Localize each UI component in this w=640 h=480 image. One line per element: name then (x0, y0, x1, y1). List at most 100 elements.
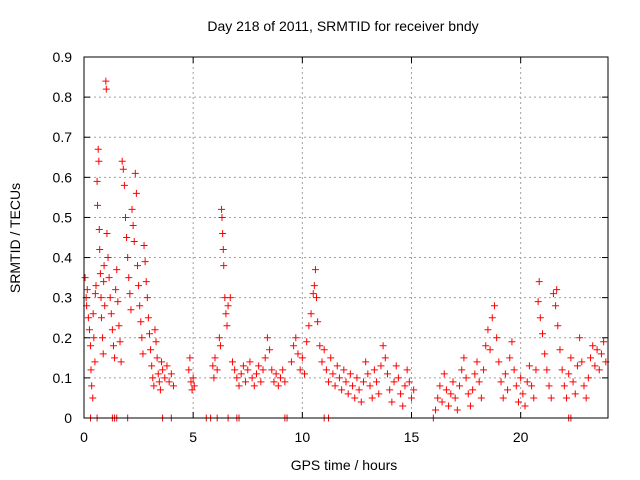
data-point (268, 366, 276, 374)
data-point (403, 366, 411, 374)
data-point (105, 274, 113, 282)
data-point (370, 366, 378, 374)
data-point (565, 370, 573, 378)
data-point (147, 346, 155, 354)
data-point (96, 270, 104, 278)
y-tick-label: 0.9 (53, 49, 73, 65)
data-point (118, 157, 126, 165)
data-point (112, 286, 120, 294)
data-point (219, 229, 227, 237)
data-point (325, 378, 333, 386)
data-point (139, 350, 147, 358)
data-point (519, 390, 527, 398)
data-point (210, 374, 218, 382)
data-point (373, 378, 381, 386)
x-tick-label: 20 (513, 429, 529, 445)
data-point (521, 402, 529, 410)
data-point (186, 354, 194, 362)
data-point (84, 314, 92, 322)
data-point (137, 318, 145, 326)
data-point (329, 370, 337, 378)
data-point (131, 169, 139, 177)
data-point (355, 386, 363, 394)
data-point (310, 282, 318, 290)
y-tick-label: 0 (64, 410, 72, 426)
data-point (88, 382, 96, 390)
data-point (141, 258, 149, 266)
data-point (525, 362, 533, 370)
data-point (366, 382, 374, 390)
data-point (158, 358, 166, 366)
data-point (152, 338, 160, 346)
data-point (331, 382, 339, 390)
data-point (333, 362, 341, 370)
data-point (362, 358, 370, 366)
data-point (381, 354, 389, 362)
data-point (235, 382, 243, 390)
data-point (93, 177, 101, 185)
data-point (364, 370, 372, 378)
data-point (81, 274, 89, 282)
data-point (469, 386, 477, 394)
data-point (582, 394, 590, 402)
data-point (121, 213, 129, 221)
data-point (532, 366, 540, 374)
y-tick-label: 0.3 (53, 290, 73, 306)
data-point (327, 354, 335, 362)
data-point (120, 181, 128, 189)
data-point (281, 378, 289, 386)
data-point (342, 378, 350, 386)
data-point (132, 189, 140, 197)
data-point (488, 314, 496, 322)
y-tick-label: 0.2 (53, 330, 73, 346)
data-point (569, 378, 577, 386)
data-point (504, 386, 512, 394)
data-point (351, 394, 359, 402)
data-point (257, 378, 265, 386)
data-point (153, 354, 161, 362)
data-point (589, 342, 597, 350)
data-point (486, 346, 494, 354)
data-point (165, 378, 173, 386)
data-point (449, 378, 457, 386)
data-point (482, 342, 490, 350)
data-point (508, 338, 516, 346)
data-point (185, 366, 193, 374)
data-point (95, 225, 103, 233)
data-point (471, 370, 479, 378)
data-point (216, 342, 224, 350)
data-point (188, 386, 196, 394)
data-point (434, 394, 442, 402)
data-point (523, 378, 531, 386)
data-point (514, 398, 522, 406)
data-point (103, 229, 111, 237)
data-point (543, 366, 551, 374)
data-point (338, 386, 346, 394)
data-point (109, 342, 117, 350)
data-point (130, 238, 138, 246)
data-point (464, 390, 472, 398)
data-point (272, 370, 280, 378)
data-point (576, 334, 584, 342)
y-tick-label: 0.7 (53, 129, 73, 145)
data-point (248, 374, 256, 382)
data-point (97, 294, 105, 302)
x-tick-labels: 0 5 10 15 20 (80, 429, 529, 445)
data-point (480, 366, 488, 374)
data-point (536, 314, 544, 322)
data-point (301, 370, 309, 378)
data-point (432, 406, 440, 414)
data-point (215, 334, 223, 342)
data-point (386, 386, 394, 394)
data-point (144, 314, 152, 322)
data-point (128, 205, 136, 213)
data-point (151, 326, 159, 334)
data-point (462, 374, 470, 382)
data-point (263, 334, 271, 342)
data-point (91, 290, 99, 298)
data-point (303, 338, 311, 346)
data-point (189, 374, 197, 382)
data-point (545, 382, 553, 390)
data-point (187, 378, 195, 386)
